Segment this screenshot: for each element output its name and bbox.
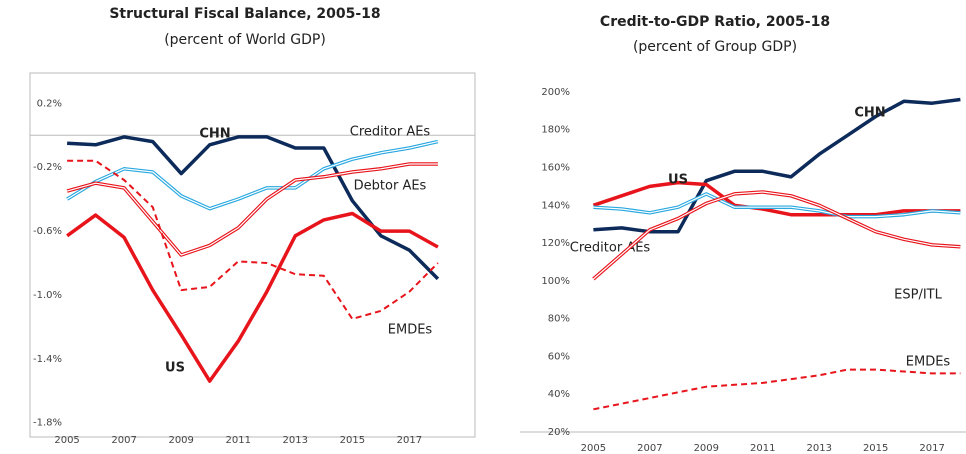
y-tick-label: -0.6% bbox=[33, 226, 62, 237]
x-tick-label: 2015 bbox=[863, 443, 888, 454]
x-tick-label: 2013 bbox=[283, 435, 308, 446]
series-label: EMDEs bbox=[388, 323, 433, 338]
y-tick-label: -1.0% bbox=[33, 290, 62, 301]
series-label: EMDEs bbox=[906, 355, 951, 370]
series-label: Creditor AEs bbox=[570, 241, 651, 256]
y-tick-label: 20% bbox=[548, 427, 570, 438]
x-tick-label: 2009 bbox=[168, 435, 193, 446]
chart-title: Credit-to-GDP Ratio, 2005-18 bbox=[600, 14, 830, 30]
series-line bbox=[592, 180, 961, 217]
plot-frame bbox=[29, 72, 476, 438]
series-line bbox=[66, 211, 439, 383]
series-label: ESP/ITL bbox=[894, 288, 942, 303]
x-tick-label: 2005 bbox=[581, 443, 606, 454]
y-tick-label: 80% bbox=[548, 314, 570, 325]
series-line bbox=[66, 139, 439, 211]
x-tick-label: 2017 bbox=[919, 443, 944, 454]
y-tick-label: -0.2% bbox=[33, 162, 62, 173]
series-line-inner bbox=[593, 193, 961, 218]
y-tick-label: 40% bbox=[548, 389, 570, 400]
series-label: Creditor AEs bbox=[350, 125, 431, 140]
y-tick-label: 60% bbox=[548, 351, 570, 362]
series-label: CHN bbox=[199, 127, 230, 142]
chart-subtitle: (percent of World GDP) bbox=[164, 32, 326, 48]
series-label: CHN bbox=[854, 106, 885, 121]
y-tick-label: -1.4% bbox=[33, 354, 62, 365]
x-tick-label: 2005 bbox=[54, 435, 79, 446]
series-line bbox=[67, 135, 440, 281]
y-tick-label: 180% bbox=[541, 125, 570, 136]
x-tick-label: 2011 bbox=[750, 443, 775, 454]
y-tick-label: 100% bbox=[541, 276, 570, 287]
series-label: Debtor AEs bbox=[354, 179, 427, 194]
series-label: US bbox=[165, 361, 185, 376]
series-line-inner bbox=[593, 191, 961, 280]
series-line bbox=[593, 97, 961, 234]
chart-title: Structural Fiscal Balance, 2005-18 bbox=[109, 6, 380, 22]
x-tick-label: 2007 bbox=[637, 443, 662, 454]
series-line bbox=[592, 190, 961, 281]
y-tick-label: 120% bbox=[541, 238, 570, 249]
x-tick-label: 2011 bbox=[226, 435, 251, 446]
x-tick-label: 2017 bbox=[397, 435, 422, 446]
y-tick-label: 200% bbox=[541, 87, 570, 98]
y-tick-label: -1.8% bbox=[33, 418, 62, 429]
x-tick-label: 2013 bbox=[806, 443, 831, 454]
series-line bbox=[67, 159, 439, 320]
x-tick-label: 2007 bbox=[111, 435, 136, 446]
y-tick-label: 0.2% bbox=[37, 98, 62, 109]
y-tick-label: 140% bbox=[541, 200, 570, 211]
series-line bbox=[593, 368, 961, 411]
x-tick-label: 2009 bbox=[694, 443, 719, 454]
x-tick-label: 2015 bbox=[340, 435, 365, 446]
series-label: US bbox=[668, 173, 688, 188]
y-tick-label: 160% bbox=[541, 162, 570, 173]
series-line-inner bbox=[66, 163, 438, 256]
series-line-inner bbox=[66, 141, 439, 210]
chart-subtitle: (percent of Group GDP) bbox=[633, 39, 797, 55]
